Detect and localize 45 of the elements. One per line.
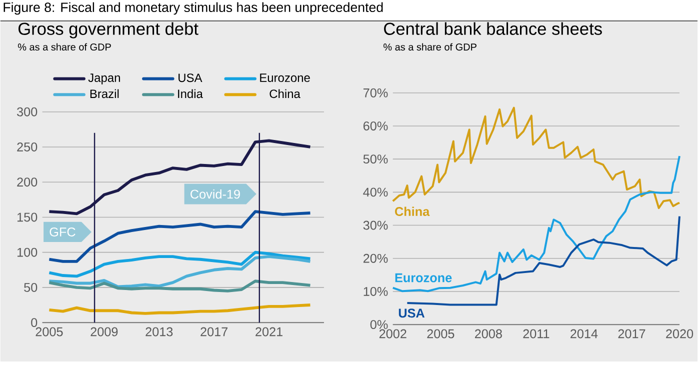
y-tick-label: 150 <box>17 212 38 222</box>
y-tick-label: 50% <box>363 154 388 164</box>
y-tick-label: 250 <box>17 142 38 152</box>
y-tick-label: 20% <box>363 254 388 264</box>
y-tick-label: 50 <box>24 283 38 292</box>
x-tick-label: 2009 <box>90 328 118 336</box>
x-tick-label: 2013 <box>146 328 173 336</box>
chart-title: Central bank balance sheets <box>384 22 602 36</box>
y-tick-label: 0% <box>370 320 388 330</box>
y-tick-label: 0 <box>31 318 38 328</box>
x-tick-label: 2005 <box>427 330 454 338</box>
x-tick-label: 2020 <box>666 330 694 338</box>
series-label: USA <box>398 308 425 318</box>
ref-line-label: GFC <box>50 228 76 237</box>
x-tick-label: 2021 <box>256 328 282 336</box>
x-tick-label: 2005 <box>36 328 63 336</box>
series-label: China <box>395 206 430 216</box>
chart-subtitle: % as a share of GDP <box>18 43 111 51</box>
legend-label: Japan <box>88 74 120 85</box>
chart-subtitle: % as a share of GDP <box>384 43 476 51</box>
legend-label: India <box>178 90 203 98</box>
legend-label: China <box>270 90 300 98</box>
y-tick-label: 200 <box>17 178 38 187</box>
x-tick-label: 2017 <box>618 330 646 338</box>
y-tick-label: 100 <box>17 248 38 258</box>
y-tick-label: 10% <box>364 287 388 296</box>
chart-title: Gross government debt <box>18 22 198 39</box>
line-series <box>48 255 312 288</box>
line-series <box>392 155 680 292</box>
x-tick-label: 2017 <box>200 328 228 336</box>
x-tick-label: 2014 <box>570 330 598 338</box>
x-tick-label: 2002 <box>379 330 406 338</box>
ref-line-label: Covid-19 <box>190 190 240 199</box>
y-tick-label: 60% <box>364 122 388 131</box>
x-tick-label: 2008 <box>474 330 502 338</box>
series-label: Eurozone <box>395 274 452 282</box>
y-tick-label: 300 <box>17 108 38 117</box>
legend-label: Eurozone <box>260 74 310 82</box>
legend-label: USA <box>178 74 202 82</box>
legend-label: Brazil <box>90 90 119 98</box>
y-tick-label: 30% <box>363 221 388 230</box>
x-tick-label: 2011 <box>523 330 550 338</box>
y-tick-label: 70% <box>364 88 388 98</box>
caption: Figure 8: Fiscal and monetary stimulus has been unprecedented <box>4 2 383 15</box>
y-tick-label: 40% <box>363 188 388 197</box>
